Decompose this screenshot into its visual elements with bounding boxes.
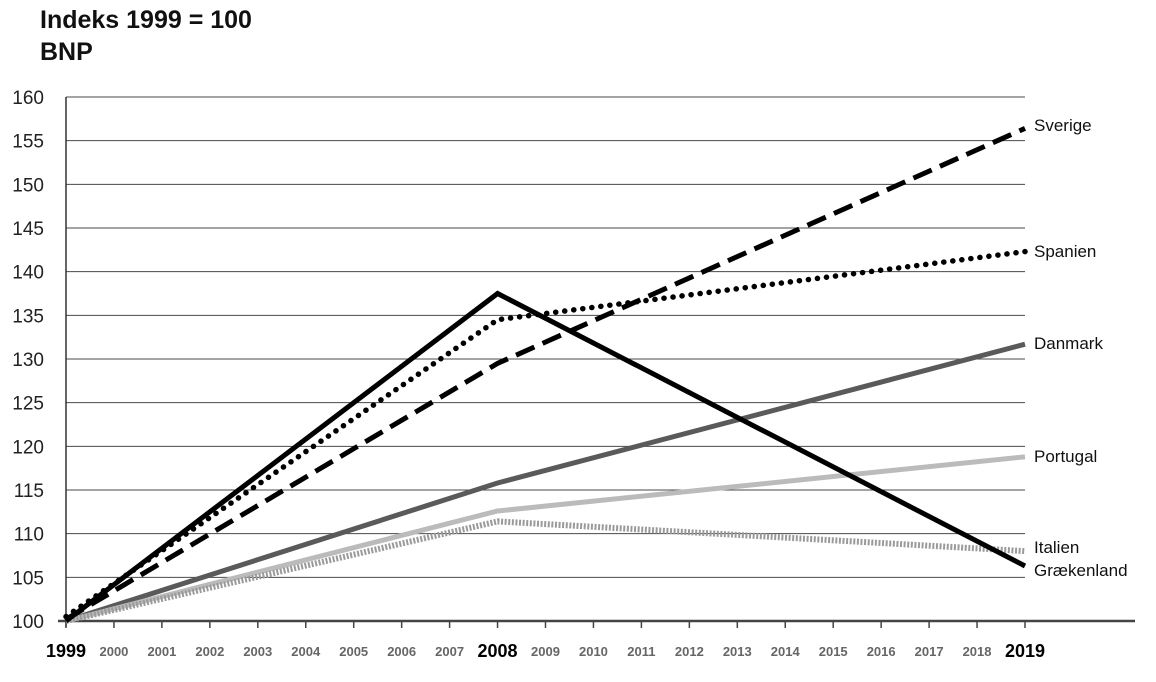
series-label: Italien — [1034, 538, 1079, 557]
x-tick-label: 2014 — [771, 644, 801, 659]
x-tick-label: 2007 — [435, 644, 464, 659]
x-tick-label: 2001 — [147, 644, 176, 659]
x-tick-label: 2004 — [291, 644, 321, 659]
series-line-sverige — [64, 126, 1027, 622]
series-labels: Sverige Spanien Danmark Portugal Italien Græk… — [1034, 116, 1128, 580]
x-tick-label: 2017 — [915, 644, 944, 659]
x-tick-label: 2003 — [243, 644, 272, 659]
chart-subtitle: BNP — [40, 38, 93, 66]
x-tick-label: 2008 — [478, 641, 518, 661]
series-label: Grækenland — [1034, 561, 1128, 580]
series-line-spanien — [63, 248, 1028, 620]
x-tick-label: 2016 — [867, 644, 896, 659]
y-tick-label: 110 — [14, 525, 44, 546]
y-tick-label: 130 — [12, 350, 44, 371]
x-tick-label: 2019 — [1005, 641, 1045, 661]
x-tick-label: 2002 — [195, 644, 224, 659]
series-line-danmark — [65, 341, 1026, 624]
x-axis-labels: 1999 2000 2001 2002 2003 2004 2005 2006 2007 2008… — [46, 641, 1045, 661]
x-tick-label: 2015 — [819, 644, 848, 659]
series-label: Sverige — [1034, 116, 1092, 135]
axes — [58, 97, 1135, 628]
chart-title: Indeks 1999 = 100 — [40, 6, 252, 34]
series-line-italien — [65, 518, 1026, 624]
y-tick-label: 120 — [12, 437, 44, 458]
y-tick-label: 125 — [12, 394, 44, 415]
series-line-portugal — [65, 454, 1026, 624]
y-tick-label: 140 — [12, 263, 44, 284]
x-tick-label: 2011 — [627, 644, 655, 659]
y-tick-label: 115 — [14, 481, 44, 502]
x-tick-label: 2018 — [963, 644, 992, 659]
y-tick-label: 105 — [12, 568, 44, 589]
y-tick-label: 100 — [12, 612, 44, 633]
series-label: Spanien — [1034, 242, 1096, 261]
x-tick-label: 2005 — [339, 644, 368, 659]
y-tick-label: 160 — [12, 88, 44, 109]
y-tick-label: 145 — [12, 219, 44, 240]
x-tick-label: 2000 — [99, 644, 128, 659]
y-tick-label: 135 — [12, 306, 44, 327]
x-tick-label: 2013 — [723, 644, 752, 659]
x-tick-label: 1999 — [46, 641, 86, 661]
x-tick-label: 2010 — [579, 644, 608, 659]
y-tick-label: 155 — [12, 132, 44, 153]
series-label: Danmark — [1034, 334, 1103, 353]
x-tick-label: 2012 — [675, 644, 704, 659]
x-tick-label: 2006 — [387, 644, 416, 659]
series-lines — [63, 126, 1028, 624]
series-label: Portugal — [1034, 447, 1097, 466]
x-tick-label: 2009 — [531, 644, 560, 659]
y-axis-labels: 100 105 110 115 120 125 130 135 140 145 150 155 160 — [12, 88, 44, 633]
series-line-graekenland — [64, 290, 1027, 623]
y-tick-label: 150 — [12, 175, 44, 196]
